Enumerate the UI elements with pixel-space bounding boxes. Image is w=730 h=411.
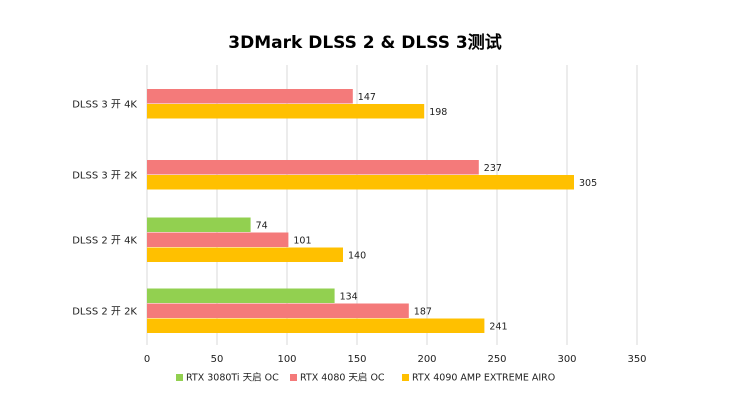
legend-swatch	[402, 374, 409, 381]
category-label: DLSS 2 开 2K	[72, 307, 137, 318]
bar-value-label: 237	[484, 163, 502, 174]
bar-value-label: 147	[358, 92, 376, 103]
legend-label: RTX 4080 天启 OC	[300, 372, 385, 384]
legend-label: RTX 4090 AMP EXTREME AIRO	[412, 373, 555, 384]
bar-value-label: 140	[348, 250, 366, 261]
legend-swatch	[176, 374, 183, 381]
bar-value-label: 241	[489, 321, 507, 332]
bars	[147, 89, 574, 333]
x-tick-label: 350	[627, 354, 646, 365]
bar-value-label: 101	[293, 235, 311, 246]
bar	[147, 232, 289, 247]
bar	[147, 288, 335, 303]
legend-label: RTX 3080Ti 天启 OC	[186, 372, 279, 384]
category-label: DLSS 3 开 2K	[72, 171, 137, 182]
x-tick-label: 50	[211, 354, 224, 365]
x-tick-label: 100	[277, 354, 296, 365]
bar	[147, 303, 409, 318]
chart-title: 3DMark DLSS 2 & DLSS 3测试	[228, 33, 502, 53]
x-tick-label: 150	[347, 354, 366, 365]
bar	[147, 175, 574, 190]
legend-swatch	[290, 374, 297, 381]
x-axis-ticks: 0 50 100 150 200 250 300 350	[144, 354, 647, 365]
bar	[147, 247, 343, 262]
x-tick-label: 300	[557, 354, 576, 365]
bar-value-label: 305	[579, 178, 597, 189]
bar-value-label: 198	[429, 107, 447, 118]
legend: RTX 3080Ti 天启 OC RTX 4080 天启 OC RTX 4090 A…	[176, 372, 555, 384]
bar	[147, 89, 353, 104]
category-label: DLSS 2 开 4K	[72, 236, 137, 247]
bar	[147, 318, 485, 333]
bar	[147, 104, 425, 119]
x-tick-label: 250	[487, 354, 506, 365]
x-tick-label: 200	[417, 354, 436, 365]
bar	[147, 217, 251, 232]
category-labels: DLSS 3 开 4K DLSS 3 开 2K DLSS 2 开 4K DLSS 2 …	[72, 100, 137, 318]
bar	[147, 160, 479, 175]
x-tick-label: 0	[144, 354, 150, 365]
bar-value-label: 74	[256, 220, 268, 231]
bar-value-label: 187	[414, 306, 432, 317]
bar-value-label: 134	[340, 291, 358, 302]
category-label: DLSS 3 开 4K	[72, 100, 137, 111]
value-labels: 147 198 237 305 74 101 140 134 187 241	[256, 92, 598, 333]
